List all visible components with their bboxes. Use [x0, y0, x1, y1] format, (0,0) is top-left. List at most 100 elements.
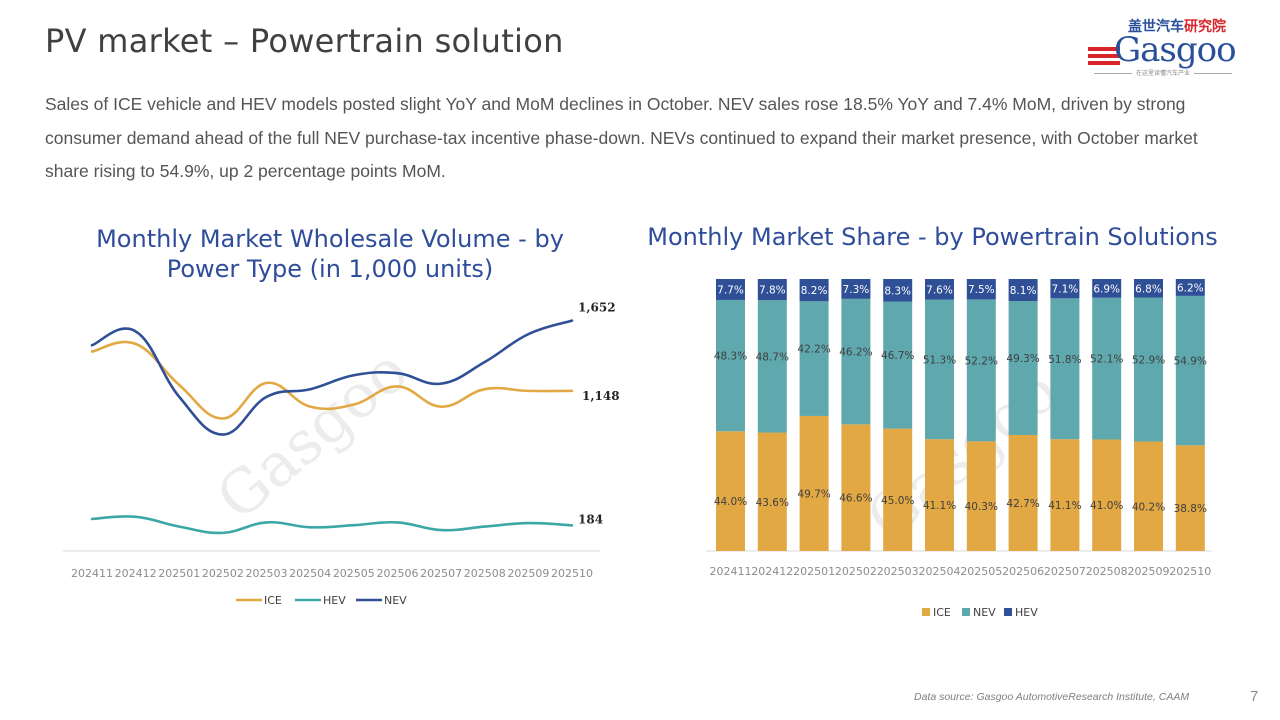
- x-tick-label: 202506: [376, 567, 418, 580]
- bar-segment-nev: [1175, 295, 1205, 446]
- bar-x-tick-label: 202508: [1086, 565, 1128, 578]
- bar-label-ice: 49.7%: [797, 488, 830, 500]
- bar-x-tick-label: 202411: [710, 565, 752, 578]
- bar-segment-nev: [883, 301, 913, 429]
- bar-legend-swatch-ice: [922, 608, 930, 616]
- bar-legend-label-ice: ICE: [933, 606, 951, 619]
- bar-segment-ice: [716, 431, 745, 551]
- bar-segment-nev: [841, 298, 871, 425]
- bar-x-tick-label: 202501: [793, 565, 835, 578]
- logo-cn-red: 研究院: [1184, 19, 1226, 35]
- bar-x-tick-label: 202507: [1044, 565, 1086, 578]
- logo-chinese-name: 盖世汽车研究院: [1128, 16, 1226, 36]
- bar-label-ice: 44.0%: [714, 496, 747, 508]
- bar-x-tick-label: 202503: [877, 565, 919, 578]
- bar-chart-title: Monthly Market Share - by Powertrain Sol…: [647, 223, 1218, 251]
- bar-label-nev: 51.8%: [1048, 354, 1081, 366]
- bar-legend-swatch-nev: [962, 608, 970, 616]
- bar-segment-hev: [1175, 279, 1205, 296]
- bar-x-tick-label: 202504: [919, 565, 961, 578]
- bar-label-hev: 8.2%: [801, 285, 828, 297]
- bar-segment-ice: [1175, 445, 1205, 551]
- x-tick-label: 202503: [246, 567, 288, 580]
- bar-segment-hev: [1134, 279, 1163, 298]
- page-title: PV market – Powertrain solution: [45, 22, 564, 60]
- bar-segment-nev: [1092, 297, 1122, 440]
- x-tick-label: 202501: [158, 567, 200, 580]
- bar-label-hev: 7.5%: [968, 284, 995, 296]
- legend-label-nev: NEV: [384, 594, 407, 607]
- summary-text: Sales of ICE vehicle and HEV models post…: [45, 94, 1198, 181]
- end-label-nev: 1,652: [578, 301, 616, 315]
- bar-segment-hev: [1092, 279, 1122, 298]
- bar-segment-nev: [716, 299, 745, 432]
- x-tick-label: 202507: [420, 567, 462, 580]
- x-tick-label: 202411: [71, 567, 113, 580]
- bar-segment-ice: [1050, 439, 1080, 551]
- bar-label-ice: 41.1%: [1048, 500, 1081, 512]
- bar-segment-nev: [1008, 301, 1038, 435]
- bar-label-hev: 8.3%: [884, 285, 911, 297]
- data-source: Data source: Gasgoo AutomotiveResearch I…: [914, 691, 1190, 703]
- bar-segment-nev: [966, 299, 996, 442]
- bar-segment-ice: [966, 441, 996, 551]
- bar-segment-nev: [757, 300, 787, 433]
- bar-label-ice: 40.3%: [965, 501, 998, 513]
- line-series-hev: [90, 515, 574, 535]
- legend-label-hev: HEV: [323, 594, 346, 607]
- bar-segment-nev: [925, 299, 954, 440]
- x-tick-label: 202504: [289, 567, 331, 580]
- bar-label-hev: 6.8%: [1135, 283, 1162, 295]
- bar-label-ice: 45.0%: [881, 495, 914, 507]
- bar-label-ice: 42.7%: [1006, 498, 1039, 510]
- bar-label-ice: 41.0%: [1090, 500, 1123, 512]
- line-series-ice: [90, 340, 574, 420]
- bar-segment-hev: [841, 279, 871, 299]
- bar-segment-hev: [1050, 279, 1080, 299]
- bar-label-nev: 46.7%: [881, 350, 914, 362]
- x-tick-label: 202510: [551, 567, 593, 580]
- bar-segment-ice: [799, 415, 829, 551]
- end-label-hev: 184: [578, 512, 603, 526]
- x-tick-label: 202502: [202, 567, 244, 580]
- bar-label-hev: 7.7%: [717, 284, 744, 296]
- bar-segment-hev: [1008, 279, 1038, 302]
- line-chart-title: Monthly Market Wholesale Volume - by Pow…: [96, 225, 564, 283]
- gasgoo-logo: 盖世汽车研究院 Gasgoo 在这里读懂汽车产业: [1088, 14, 1238, 80]
- x-tick-label: 202508: [464, 567, 506, 580]
- x-tick-label: 202509: [507, 567, 549, 580]
- bar-segment-hev: [925, 279, 954, 300]
- bar-x-tick-label: 202412: [751, 565, 793, 578]
- bar-segment-hev: [799, 279, 829, 302]
- bar-segment-hev: [757, 279, 787, 301]
- bar-label-nev: 51.3%: [923, 354, 956, 366]
- logo-brand: Gasgoo: [1114, 30, 1237, 70]
- bar-label-ice: 41.1%: [923, 500, 956, 512]
- bar-segment-nev: [1050, 298, 1080, 440]
- x-tick-label: 202412: [115, 567, 157, 580]
- bar-segment-ice: [1134, 441, 1163, 551]
- bar-label-nev: 48.7%: [756, 351, 789, 363]
- bar-label-hev: 6.2%: [1177, 282, 1204, 294]
- line-series-nev: [90, 319, 574, 436]
- bar-label-hev: 7.3%: [843, 284, 870, 296]
- bar-label-hev: 7.1%: [1052, 284, 1079, 296]
- bar-segment-ice: [1008, 434, 1038, 551]
- bar-label-hev: 8.1%: [1010, 285, 1037, 297]
- bar-legend-label-nev: NEV: [973, 606, 996, 619]
- bar-x-tick-label: 202510: [1169, 565, 1211, 578]
- bar-segment-ice: [841, 424, 871, 551]
- bar-label-nev: 46.2%: [839, 347, 872, 359]
- bar-label-nev: 52.9%: [1132, 355, 1165, 367]
- bar-legend-label-hev: HEV: [1015, 606, 1038, 619]
- bar-label-ice: 40.2%: [1132, 501, 1165, 513]
- logo-stripes-icon: [1088, 47, 1120, 67]
- bar-segment-nev: [799, 301, 829, 416]
- bar-label-hev: 7.6%: [926, 284, 953, 296]
- page-number: 7: [1250, 688, 1259, 705]
- bar-label-hev: 6.9%: [1093, 283, 1120, 295]
- bar-x-tick-label: 202505: [960, 565, 1002, 578]
- bar-label-nev: 54.9%: [1174, 356, 1207, 368]
- bar-segment-hev: [883, 279, 913, 302]
